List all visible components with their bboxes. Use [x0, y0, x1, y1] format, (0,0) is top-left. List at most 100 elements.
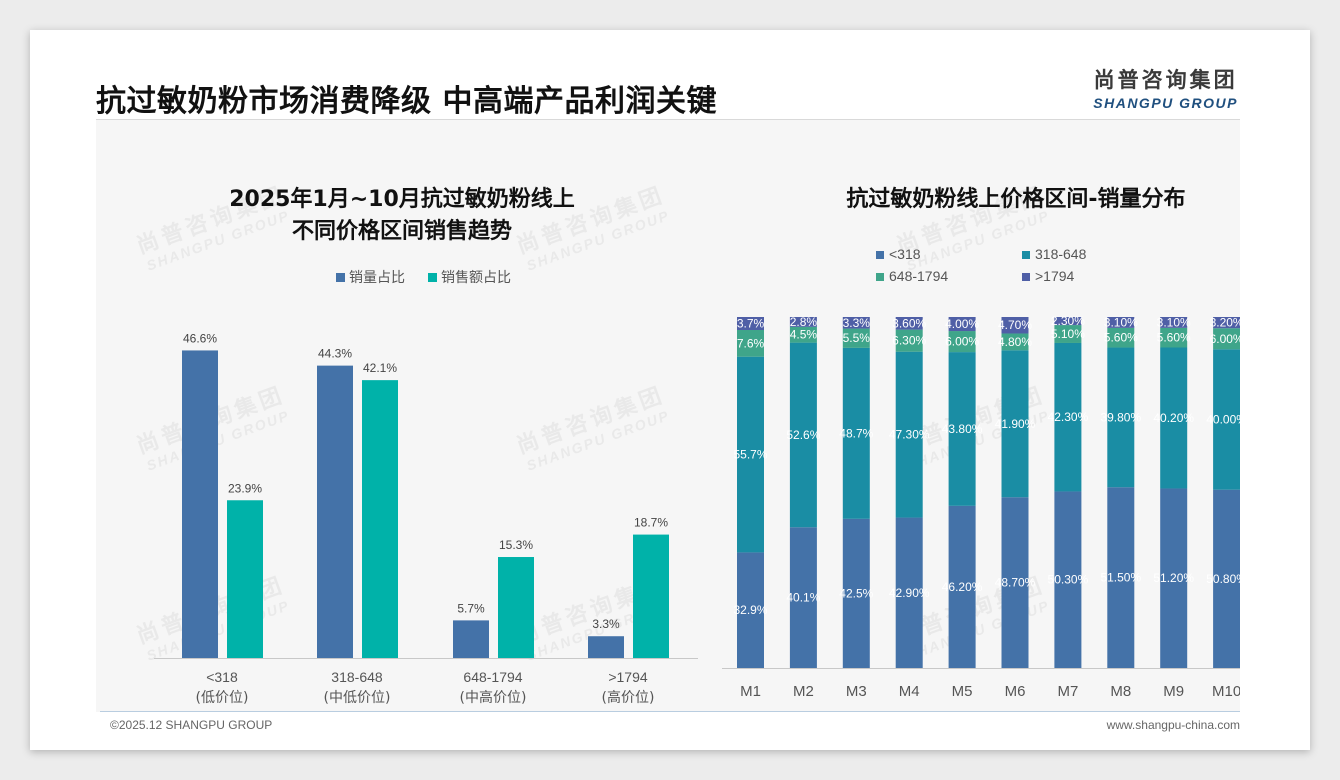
chart2-bar-segment	[1213, 328, 1240, 350]
chart2-data-label: 5.5%	[843, 331, 871, 345]
chart2-data-label: 48.70%	[995, 576, 1036, 590]
chart2-legend-label: 648-1794	[889, 268, 948, 284]
chart2-bar-segment	[1107, 487, 1135, 668]
chart2-data-label: 46.20%	[942, 580, 983, 594]
chart1-bar	[227, 500, 263, 658]
chart2-category-label: M2	[793, 683, 814, 700]
chart2-category-label: M8	[1110, 683, 1131, 700]
chart1-category-label: >1794	[608, 669, 648, 685]
logo-cn-text: 尚普咨询集团	[1093, 68, 1238, 92]
chart2-title: 抗过敏奶粉线上价格区间-销量分布	[846, 186, 1185, 212]
chart2-data-label: 2.30%	[1051, 314, 1085, 328]
chart1-title-line2: 不同价格区间销售趋势	[292, 218, 512, 244]
chart2-data-label: 40.00%	[1206, 412, 1240, 426]
chart2-bar-segment	[1001, 317, 1029, 334]
chart1-bar	[182, 350, 218, 658]
chart1-data-label: 15.3%	[499, 538, 533, 552]
footer-copyright: ©2025.12 SHANGPU GROUP	[110, 718, 273, 732]
chart1-category-sublabel: (中低价位)	[324, 690, 391, 706]
chart2-bar-segment	[1213, 489, 1240, 668]
chart2-bar-segment	[948, 331, 976, 353]
chart2-data-label: 6.30%	[892, 334, 926, 348]
chart2-bar-segment	[1107, 327, 1135, 348]
chart2-bar-segment	[842, 347, 870, 519]
chart2-bar-segment	[1001, 350, 1029, 498]
chart2-data-label: 3.60%	[892, 316, 926, 330]
chart1-legend-label: 销售额占比	[441, 269, 511, 285]
chart2-bar-segment	[789, 527, 817, 668]
chart2-data-label: 50.80%	[1206, 572, 1240, 586]
chart2-bar-segment	[737, 317, 764, 330]
chart2-data-label: 41.90%	[995, 417, 1036, 431]
chart2-legend-swatch	[1022, 251, 1030, 259]
chart2-legend-label: <318	[889, 246, 921, 262]
chart1-bar	[498, 557, 534, 658]
chart2-data-label: 52.6%	[786, 428, 820, 442]
chart1-data-label: 46.6%	[183, 331, 217, 345]
chart2-bar-segment	[895, 329, 923, 352]
chart2-bar-segment	[789, 317, 817, 327]
chart2-data-label: 5.10%	[1051, 327, 1085, 341]
chart2-data-label: 42.90%	[889, 586, 930, 600]
chart1-category-sublabel: (中高价位)	[460, 689, 527, 706]
chart1-legend-label: 销量占比	[349, 269, 405, 285]
chart2-legend-swatch	[876, 273, 884, 281]
chart2-bar-segment	[895, 517, 923, 668]
chart2-data-label: 3.20%	[1210, 316, 1240, 330]
chart2-bar-segment	[789, 342, 817, 528]
chart2-bar-segment	[789, 326, 817, 343]
chart1-data-label: 3.3%	[592, 617, 620, 631]
chart2-category-label: M1	[740, 683, 761, 700]
chart2-data-label: 6.00%	[1210, 332, 1240, 346]
chart1-category-label: <318	[206, 669, 238, 685]
chart2-data-label: 51.50%	[1100, 571, 1141, 585]
chart1-data-label: 44.3%	[318, 347, 352, 361]
chart2-bar-segment	[948, 505, 976, 668]
chart2-data-label: 39.80%	[1100, 410, 1141, 424]
chart-panel: 尚普咨询集团 SHANGPU GROUP 尚普咨询集团 SHANGPU GROUP …	[96, 120, 1240, 712]
chart1-category-label: 318-648	[331, 669, 383, 685]
chart2-bar-segment	[737, 356, 764, 553]
footer-website: www.shangpu-china.com	[1106, 718, 1240, 732]
chart2-data-label: 55.7%	[733, 448, 767, 462]
chart2-data-label: 32.9%	[733, 603, 767, 617]
chart2-data-label: 7.6%	[737, 336, 765, 350]
chart1-legend-swatch	[336, 273, 345, 282]
chart2-bar-segment	[842, 518, 870, 668]
chart2-bar-segment	[1213, 349, 1240, 490]
chart2-category-label: M10	[1212, 683, 1240, 700]
slide: 抗过敏奶粉市场消费降级 中高端产品利润关键 尚普咨询集团 SHANGPU GRO…	[30, 30, 1310, 750]
chart1-bar	[453, 620, 489, 658]
logo-en-text: SHANGPU GROUP	[1093, 95, 1238, 111]
chart2-data-label: 42.30%	[1048, 410, 1089, 424]
chart2-data-label: 4.00%	[945, 317, 979, 331]
chart2-data-label: 5.60%	[1157, 331, 1191, 345]
chart2-bar-segment	[1054, 342, 1082, 492]
chart1-bar	[588, 636, 624, 658]
chart2-bar-segment	[948, 352, 976, 506]
chart1-bar	[362, 380, 398, 658]
chart2-category-label: M6	[1005, 683, 1026, 700]
chart2-bar-segment	[895, 317, 923, 330]
chart2-data-label: 42.5%	[839, 586, 873, 600]
chart2-data-label: 43.80%	[942, 422, 983, 436]
chart2-category-label: M4	[899, 683, 920, 700]
chart1-bar	[317, 365, 353, 658]
chart2-bar-segment	[842, 328, 870, 348]
chart1-data-label: 42.1%	[363, 361, 397, 375]
chart2-bar-segment	[1054, 325, 1082, 343]
chart2-bar-segment	[1107, 347, 1135, 488]
chart2-bar-segment	[1213, 317, 1240, 329]
chart1-bar	[633, 534, 669, 658]
chart2-data-label: 4.80%	[998, 335, 1032, 349]
title-divider	[96, 119, 1240, 120]
chart2-bar-segment	[1001, 333, 1029, 351]
chart2-category-label: M9	[1163, 683, 1184, 700]
chart2-bar-segment	[737, 330, 764, 357]
chart2-data-label: 47.30%	[889, 428, 930, 442]
chart2-data-label: 50.30%	[1048, 573, 1089, 587]
chart2-data-label: 4.5%	[790, 328, 818, 342]
chart2-bar-segment	[1107, 317, 1135, 328]
chart2-legend-swatch	[1022, 273, 1030, 281]
